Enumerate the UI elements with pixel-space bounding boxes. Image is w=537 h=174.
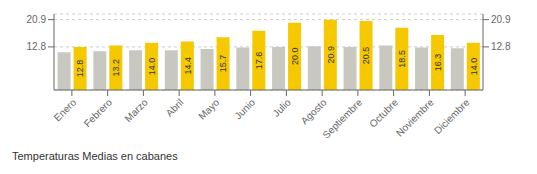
svg-text:Septiembre: Septiembre — [320, 96, 364, 140]
svg-text:20.9: 20.9 — [27, 14, 47, 25]
svg-text:Noviembre: Noviembre — [394, 96, 436, 138]
svg-text:Mayo: Mayo — [196, 96, 221, 121]
svg-text:14.0: 14.0 — [469, 58, 479, 76]
svg-text:12.8: 12.8 — [27, 41, 47, 52]
svg-text:20.0: 20.0 — [290, 48, 300, 66]
svg-text:Enero: Enero — [52, 96, 79, 123]
svg-text:15.7: 15.7 — [218, 55, 228, 73]
svg-text:17.6: 17.6 — [254, 52, 264, 70]
svg-text:14.0: 14.0 — [147, 58, 157, 76]
svg-text:20.9: 20.9 — [491, 14, 511, 25]
svg-text:Abril: Abril — [164, 97, 186, 119]
svg-text:12.8: 12.8 — [75, 60, 85, 78]
svg-text:Febrero: Febrero — [82, 96, 115, 129]
svg-text:Octubre: Octubre — [367, 96, 400, 129]
svg-text:13.2: 13.2 — [111, 59, 121, 77]
svg-text:12.8: 12.8 — [491, 41, 511, 52]
html-text:Temperaturas Medias en cabanes: Temperaturas Medias en cabanes — [12, 150, 178, 162]
svg-text:18.5: 18.5 — [397, 50, 407, 68]
svg-text:Diciembre: Diciembre — [432, 96, 472, 136]
svg-text:16.3: 16.3 — [433, 54, 443, 72]
svg-text:Junio: Junio — [232, 96, 257, 121]
svg-text:20.5: 20.5 — [361, 47, 371, 65]
svg-text:Marzo: Marzo — [122, 96, 150, 124]
svg-text:Agosto: Agosto — [299, 96, 329, 126]
svg-text:14.4: 14.4 — [183, 57, 193, 75]
svg-text:20.9: 20.9 — [326, 46, 336, 64]
svg-text:Julio: Julio — [270, 96, 293, 119]
